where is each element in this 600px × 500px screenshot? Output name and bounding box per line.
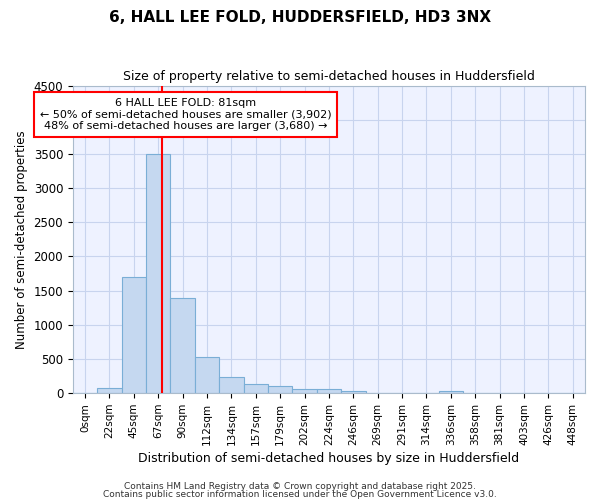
Bar [292,389,317,393]
Bar [219,377,244,393]
Text: 6 HALL LEE FOLD: 81sqm
← 50% of semi-detached houses are smaller (3,902)
48% of : 6 HALL LEE FOLD: 81sqm ← 50% of semi-det… [40,98,331,131]
Bar [268,386,292,393]
Bar [439,391,463,393]
Text: Contains HM Land Registry data © Crown copyright and database right 2025.: Contains HM Land Registry data © Crown c… [124,482,476,491]
Text: Contains public sector information licensed under the Open Government Licence v3: Contains public sector information licen… [103,490,497,499]
Bar [317,389,341,393]
Title: Size of property relative to semi-detached houses in Huddersfield: Size of property relative to semi-detach… [123,70,535,83]
Bar [146,154,170,393]
Bar [195,357,219,393]
Bar [341,391,365,393]
Bar [97,388,122,393]
Text: 6, HALL LEE FOLD, HUDDERSFIELD, HD3 3NX: 6, HALL LEE FOLD, HUDDERSFIELD, HD3 3NX [109,10,491,25]
Bar [122,277,146,393]
Bar [244,384,268,393]
Bar [170,298,195,393]
Y-axis label: Number of semi-detached properties: Number of semi-detached properties [15,130,28,348]
X-axis label: Distribution of semi-detached houses by size in Huddersfield: Distribution of semi-detached houses by … [139,452,520,465]
